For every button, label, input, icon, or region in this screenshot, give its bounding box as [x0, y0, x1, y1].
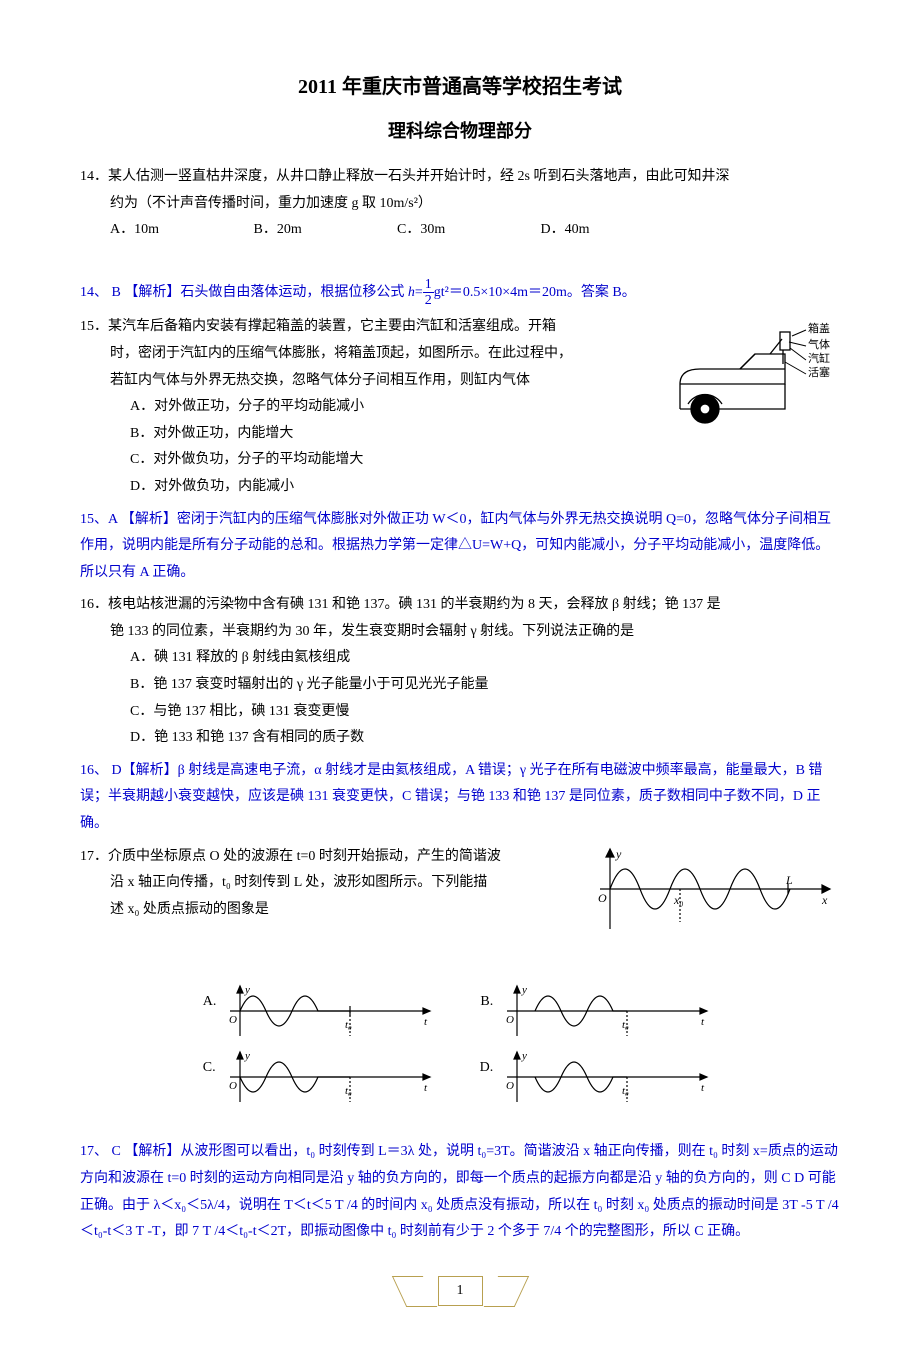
q16-num: 16． — [80, 597, 108, 612]
q17-l1: 介质中坐标原点 O 处的波源在 t=0 时刻开始振动，产生的简谐波 — [108, 849, 501, 864]
svg-text:y: y — [521, 984, 527, 996]
q15-num: 15． — [80, 319, 108, 334]
q17-main-figure: y O x₀ L x — [590, 844, 840, 945]
title-sub: 理科综合物理部分 — [80, 114, 840, 148]
q17-optA-fig: y O t₀ t — [220, 981, 440, 1041]
svg-text:t: t — [701, 1082, 705, 1094]
svg-text:y: y — [244, 984, 250, 996]
q16-l1: 核电站核泄漏的污染物中含有碘 131 和铯 137。碘 131 的半衰期约为 8… — [108, 597, 721, 612]
q17-optA-label: A. — [203, 989, 217, 1016]
q16-l2: 铯 133 的同位素，半衰期约为 30 年，发生衰变期时会辐射 γ 射线。下列说… — [110, 619, 840, 646]
svg-text:t₀: t₀ — [622, 1085, 629, 1097]
q15-l1: 某汽车后备箱内安装有撑起箱盖的装置，它主要由汽缸和活塞组成。开箱 — [108, 319, 556, 334]
question-17: y O x₀ L x 17．介质中坐标原点 O 处的波源在 t=0 时刻开始振动… — [80, 844, 840, 924]
svg-text:O: O — [506, 1080, 514, 1092]
q16-optB: B．铯 137 衰变时辐射出的 γ 光子能量小于可见光光子能量 — [130, 672, 840, 699]
q14-text1: 某人估测一竖直枯井深度，从井口静止释放一石头并开始计时，经 2s 听到石头落地声… — [108, 169, 729, 184]
q17-num: 17． — [80, 849, 108, 864]
question-15: 箱盖 气体 汽缸 活塞 15．某汽车后备箱内安装有撑起箱盖的装置，它主要由汽缸和… — [80, 314, 840, 500]
answer-17: 17、 C 【解析】从波形图可以看出，t₀ 时刻传到 L＝3λ 处，说明 t₀=… — [80, 1139, 840, 1245]
question-14: 14．某人估测一竖直枯井深度，从井口静止释放一石头并开始计时，经 2s 听到石头… — [80, 164, 840, 244]
svg-text:t₀: t₀ — [345, 1085, 352, 1097]
a14-mid: gt²＝0.5×10×4m＝20m。答案 B。 — [434, 285, 636, 300]
title-main: 2011 年重庆市普通高等学校招生考试 — [80, 68, 840, 106]
q17-optC-label: C. — [203, 1055, 216, 1082]
answer-16: 16、 D【解析】β 射线是高速电子流，α 射线才是由氦核组成，A 错误；γ 光… — [80, 758, 840, 838]
svg-text:x: x — [821, 893, 828, 907]
q17-optD-label: D. — [480, 1055, 494, 1082]
q14-optC: C．30m — [397, 217, 537, 244]
svg-text:O: O — [229, 1080, 237, 1092]
svg-text:y: y — [615, 847, 622, 861]
a14-pre: 14、 B 【解析】石头做自由落体运动，根据位移公式 — [80, 285, 408, 300]
svg-text:O: O — [229, 1014, 237, 1026]
svg-text:O: O — [598, 891, 607, 905]
q14-optA: A．10m — [110, 217, 250, 244]
svg-text:t₀: t₀ — [622, 1019, 629, 1031]
fig-label-piston: 活塞 — [808, 365, 830, 379]
q17-optD-fig: y O t₀ t — [497, 1047, 717, 1107]
q14-optB: B．20m — [254, 217, 394, 244]
q16-optA: A．碘 131 释放的 β 射线由氦核组成 — [130, 645, 840, 672]
q15-figure: 箱盖 气体 汽缸 活塞 — [670, 314, 840, 455]
q17-optB-label: B. — [480, 989, 493, 1016]
q14-text2: 约为（不计声音传播时间，重力加速度 g 取 10m/s²） — [110, 191, 840, 218]
fig-label-gas: 气体 — [808, 337, 830, 351]
frac-d: 2 — [423, 293, 434, 308]
svg-text:t₀: t₀ — [345, 1019, 352, 1031]
q14-num: 14． — [80, 169, 108, 184]
svg-text:x₀: x₀ — [673, 893, 684, 907]
fig-label-cyl: 汽缸 — [808, 351, 830, 365]
answer-14: 14、 B 【解析】石头做自由落体运动，根据位移公式 h=12gt²＝0.5×1… — [80, 277, 840, 309]
q14-optD: D．40m — [541, 217, 681, 244]
q15-optD: D．对外做负功，内能减小 — [130, 474, 840, 501]
q17-options-row2: C. y O t₀ t D. y O t₀ t — [80, 1047, 840, 1107]
q16-optC: C．与铯 137 相比，碘 131 衰变更慢 — [130, 699, 840, 726]
svg-text:t: t — [701, 1016, 705, 1028]
q16-optD: D．铯 133 和铯 137 含有相同的质子数 — [130, 725, 840, 752]
fig-label-lid: 箱盖 — [808, 321, 830, 335]
svg-text:y: y — [244, 1050, 250, 1062]
answer-15: 15、A 【解析】密闭于汽缸内的压缩气体膨胀对外做正功 W＜0，缸内气体与外界无… — [80, 507, 840, 587]
svg-text:O: O — [506, 1014, 514, 1026]
q17-options-row1: A. y O t₀ t B. — [80, 981, 840, 1041]
svg-text:y: y — [521, 1050, 527, 1062]
frac-n: 1 — [423, 277, 434, 293]
svg-text:t: t — [424, 1016, 428, 1028]
svg-text:L: L — [785, 873, 793, 887]
q17-optB-fig: y O t₀ t — [497, 981, 717, 1041]
q17-optC-fig: y O t₀ t — [220, 1047, 440, 1107]
question-16: 16．核电站核泄漏的污染物中含有碘 131 和铯 137。碘 131 的半衰期约… — [80, 592, 840, 752]
svg-text:t: t — [424, 1082, 428, 1094]
